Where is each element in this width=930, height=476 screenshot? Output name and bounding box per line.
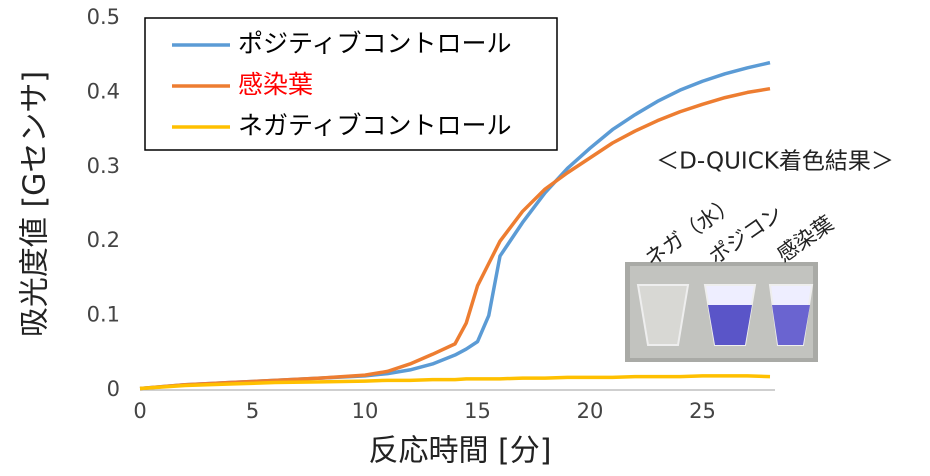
y-tick-label: 0 (107, 377, 120, 401)
series-line (139, 86, 771, 391)
x-tick-label: 10 (352, 399, 379, 423)
legend-label: ネガティブコントロール (238, 111, 512, 140)
y-tick-label: 0.4 (87, 79, 120, 103)
y-axis-label: 吸光度値 [Gセンサ] (18, 71, 53, 337)
annotation: ＜D-QUICK着色結果＞ (656, 149, 894, 175)
y-tick-label: 0.1 (87, 303, 120, 327)
x-tick-label: 15 (464, 399, 491, 423)
y-tick-label: 0.5 (87, 5, 120, 29)
series-line (139, 374, 771, 391)
y-tick-label: 0.3 (87, 154, 120, 178)
legend-label: 感染葉 (238, 70, 313, 99)
x-axis-label: 反応時間 [分] (369, 434, 552, 469)
legend-label: ポジティブコントロール (238, 29, 512, 58)
x-tick-label: 20 (577, 399, 604, 423)
x-tick-label: 0 (133, 399, 146, 423)
x-tick-label: 5 (246, 399, 259, 423)
x-tick-label: 25 (689, 399, 716, 423)
y-tick-label: 0.2 (87, 228, 120, 252)
photo (625, 262, 818, 362)
